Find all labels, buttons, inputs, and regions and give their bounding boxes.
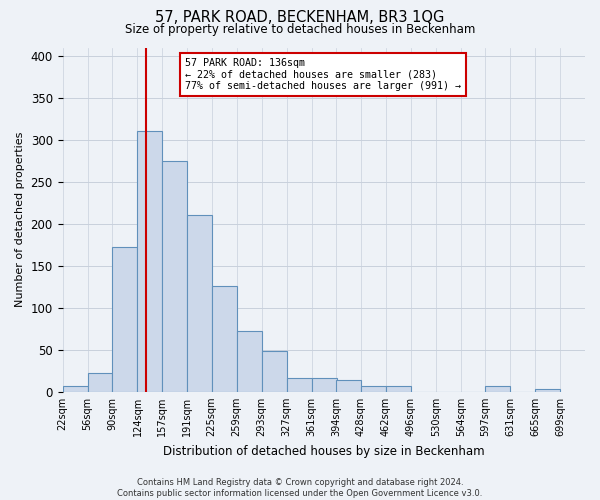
Bar xyxy=(137,132,163,392)
X-axis label: Distribution of detached houses by size in Beckenham: Distribution of detached houses by size … xyxy=(163,444,485,458)
Bar xyxy=(336,380,361,392)
Bar xyxy=(88,374,112,392)
Bar xyxy=(62,386,88,392)
Bar xyxy=(212,286,236,392)
Bar xyxy=(262,352,287,392)
Bar xyxy=(386,386,411,392)
Bar xyxy=(112,248,137,392)
Bar xyxy=(535,390,560,392)
Bar xyxy=(485,386,510,392)
Bar xyxy=(187,216,212,392)
Bar xyxy=(236,330,262,392)
Y-axis label: Number of detached properties: Number of detached properties xyxy=(15,132,25,308)
Text: Contains HM Land Registry data © Crown copyright and database right 2024.
Contai: Contains HM Land Registry data © Crown c… xyxy=(118,478,482,498)
Text: Size of property relative to detached houses in Beckenham: Size of property relative to detached ho… xyxy=(125,22,475,36)
Text: 57, PARK ROAD, BECKENHAM, BR3 1QG: 57, PARK ROAD, BECKENHAM, BR3 1QG xyxy=(155,10,445,25)
Bar xyxy=(311,378,337,392)
Bar xyxy=(287,378,311,392)
Bar xyxy=(361,386,386,392)
Bar xyxy=(162,161,187,392)
Text: 57 PARK ROAD: 136sqm
← 22% of detached houses are smaller (283)
77% of semi-deta: 57 PARK ROAD: 136sqm ← 22% of detached h… xyxy=(185,58,461,91)
